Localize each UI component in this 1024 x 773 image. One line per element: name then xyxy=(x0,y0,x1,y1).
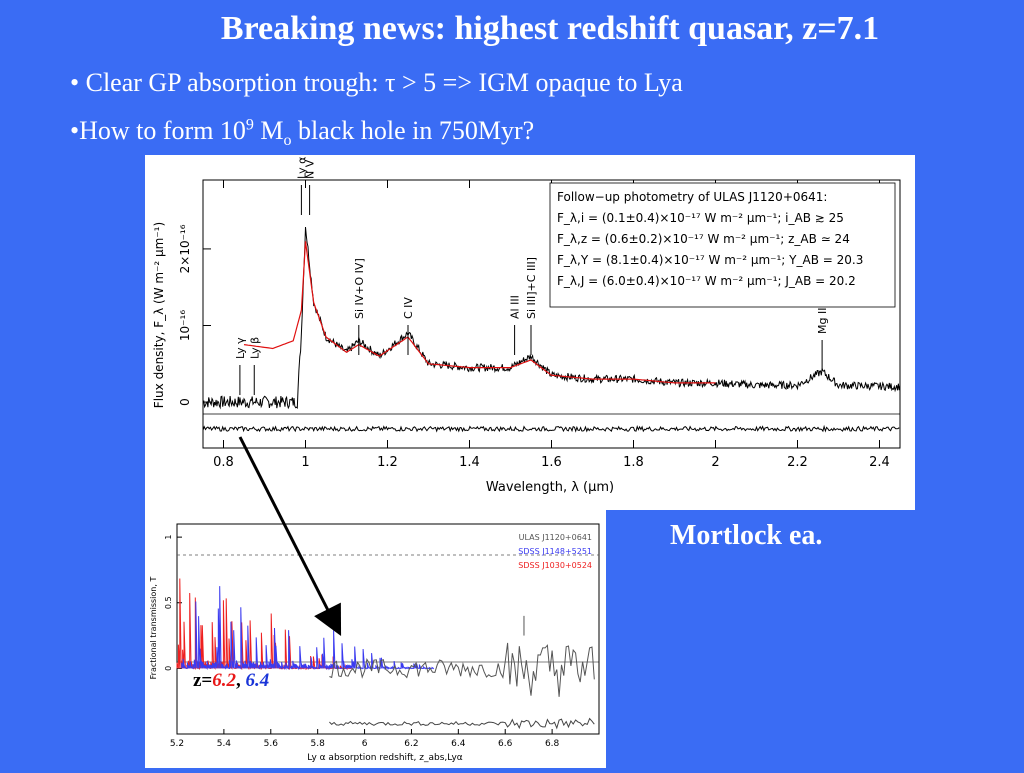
x-tick-label: 2.2 xyxy=(787,455,808,470)
line-label: Si IV+O IV] xyxy=(353,258,366,319)
y-tick-label: 10⁻¹⁶ xyxy=(178,310,192,341)
line-label: Si III]+C III] xyxy=(525,257,538,319)
photometry-box xyxy=(549,182,896,308)
y-axis-label: Fractional transmission, T xyxy=(149,577,158,680)
y-tick-label: 0 xyxy=(178,398,192,406)
x-tick-label: 1.2 xyxy=(377,455,398,470)
x-tick-label: 1.6 xyxy=(541,455,562,470)
x-tick-label: 1 xyxy=(301,455,309,470)
x-tick-label: 6.4 xyxy=(451,739,466,749)
line-label: N V xyxy=(304,159,317,179)
ulas-j1120-transmission xyxy=(329,642,595,697)
noise-transmission xyxy=(329,717,595,730)
bullet-black-hole: •How to form 109 Mo black hole in 750Myr… xyxy=(70,116,535,150)
x-axis-label: Wavelength, λ (μm) xyxy=(486,480,614,495)
line-label: C IV xyxy=(402,297,415,319)
y-tick-label: 0.5 xyxy=(164,596,173,609)
redshift-label: z=6.2, 6.4 xyxy=(190,670,273,692)
x-tick-label: 5.4 xyxy=(217,739,232,749)
plot-frame xyxy=(176,523,600,735)
line-label: Mg II xyxy=(816,308,829,334)
x-tick-label: 5.8 xyxy=(311,739,326,749)
sdss-j1148-transmission xyxy=(181,586,434,671)
x-tick-label: 6.2 xyxy=(404,739,418,749)
y-tick-label: 1 xyxy=(164,535,173,540)
photometry-legend: Follow−up photometry of ULAS J1120+0641:… xyxy=(557,190,863,288)
line-label: Ly β xyxy=(248,337,261,359)
spectrum-y-ticks: 0 10⁻¹⁶ 2×10⁻¹⁶ xyxy=(178,224,211,406)
line-label: Ly γ xyxy=(234,337,247,359)
photometry-line: F_λ,i = (0.1±0.4)×10⁻¹⁷ W m⁻² μm⁻¹; i_AB… xyxy=(557,211,844,225)
spectrum-figure: 0.8 1 1.2 1.4 1.6 1.8 2 2.2 2.4 0 10⁻¹⁶ 2×10⁻¹⁶ Ly… xyxy=(145,155,915,510)
y-tick-label: 0 xyxy=(164,666,173,671)
line-label: Al III xyxy=(509,295,522,319)
photometry-line: Follow−up photometry of ULAS J1120+0641: xyxy=(557,190,827,204)
line-label: Ly α xyxy=(295,157,308,179)
x-tick-label: 2 xyxy=(711,455,719,470)
legend-entry: SDSS J1148+5251 xyxy=(518,547,592,556)
x-tick-label: 5.6 xyxy=(264,739,279,749)
x-tick-label: 6.8 xyxy=(545,739,560,749)
x-tick-label: 1.4 xyxy=(459,455,480,470)
transmission-x-ticks: 5.2 5.4 5.6 5.8 6 6.2 6.4 6.6 6.8 xyxy=(170,729,560,749)
composite-spectrum xyxy=(243,241,716,384)
error-spectrum xyxy=(202,424,900,433)
sdss-j1030-transmission xyxy=(176,578,352,671)
x-tick-label: 6.6 xyxy=(498,739,513,749)
x-tick-label: 1.8 xyxy=(623,455,644,470)
x-tick-label: 2.4 xyxy=(869,455,890,470)
transmission-plot: 5.2 5.4 5.6 5.8 6 6.2 6.4 6.6 6.8 0 0.5 1 ULAS J11… xyxy=(149,523,600,763)
slide-title: Breaking news: highest redshift quasar, … xyxy=(220,10,880,47)
transmission-legend: ULAS J1120+0641 SDSS J1148+5251 SDSS J1030… xyxy=(518,533,592,636)
spectrum-plot: 0.8 1 1.2 1.4 1.6 1.8 2 2.2 2.4 0 10⁻¹⁶ 2×10⁻¹⁶ Ly… xyxy=(152,157,901,495)
x-tick-label: 0.8 xyxy=(213,455,234,470)
emission-line-labels: Ly γ Ly β Ly αN V Si IV+O IV] C IV Al III Si I… xyxy=(234,157,829,395)
photometry-line: F_λ,J = (6.0±0.4)×10⁻¹⁷ W m⁻² μm⁻¹; J_AB… xyxy=(557,274,856,288)
x-axis-label: Ly α absorption redshift, z_abs,Lyα xyxy=(307,753,463,763)
credit-text: Mortlock ea. xyxy=(670,520,823,551)
bullet-gp-trough: • Clear GP absorption trough: τ > 5 => I… xyxy=(70,68,683,97)
y-axis-label: Flux density, F_λ (W m⁻² μm⁻¹) xyxy=(152,222,166,408)
y-tick-label: 2×10⁻¹⁶ xyxy=(178,224,192,273)
photometry-line: F_λ,z = (0.6±0.2)×10⁻¹⁷ W m⁻² μm⁻¹; z_AB… xyxy=(557,232,850,246)
x-tick-label: 6 xyxy=(362,739,368,749)
legend-entry: SDSS J1030+0524 xyxy=(518,561,592,570)
legend-entry: ULAS J1120+0641 xyxy=(519,533,592,542)
x-tick-label: 5.2 xyxy=(170,739,184,749)
spectrum-x-ticks: 0.8 1 1.2 1.4 1.6 1.8 2 2.2 2.4 xyxy=(213,180,890,470)
transmission-figure: 5.2 5.4 5.6 5.8 6 6.2 6.4 6.6 6.8 0 0.5 1 ULAS J11… xyxy=(145,510,606,768)
photometry-line: F_λ,Y = (8.1±0.4)×10⁻¹⁷ W m⁻² μm⁻¹; Y_AB… xyxy=(557,253,863,267)
